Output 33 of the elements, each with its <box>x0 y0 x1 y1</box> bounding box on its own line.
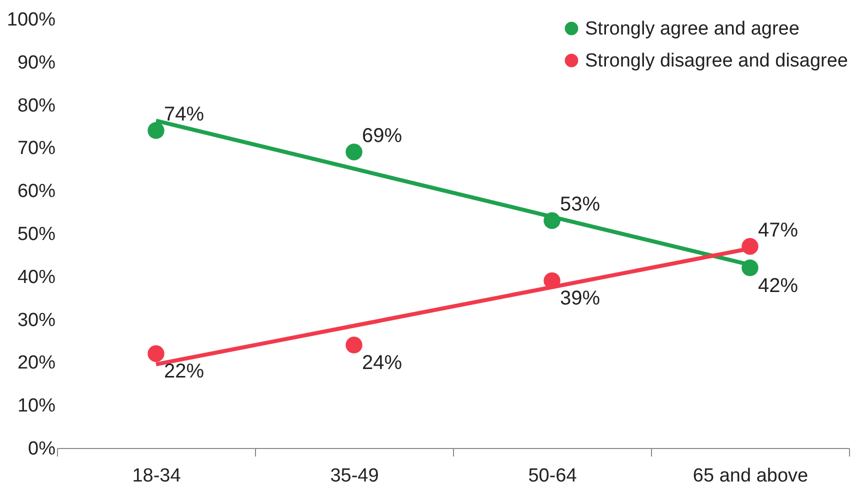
point <box>346 336 362 354</box>
x-tick-label: 50-64 <box>528 466 578 486</box>
data-label: 24% <box>362 352 402 374</box>
y-tick-label: 90% <box>17 52 56 74</box>
point <box>742 238 758 255</box>
point <box>544 212 560 229</box>
x-tick-label: 18-34 <box>132 466 182 486</box>
y-tick-label: 40% <box>17 266 56 288</box>
x-tick-label: 65 and above <box>692 466 808 486</box>
data-label: 39% <box>560 288 600 310</box>
data-label: 74% <box>164 104 204 126</box>
data-label: 42% <box>758 274 798 297</box>
legend-label: Strongly agree and agree <box>585 18 800 40</box>
data-label: 69% <box>362 124 402 147</box>
data-label: 22% <box>164 360 204 383</box>
point <box>346 144 362 160</box>
y-tick-label: 10% <box>17 396 56 417</box>
y-tick-label: 70% <box>17 138 56 160</box>
y-tick-label: 0% <box>28 438 56 460</box>
point <box>148 122 164 139</box>
x-tick-label: 35-49 <box>330 466 379 486</box>
point <box>148 345 164 362</box>
y-tick-label: 80% <box>17 95 56 116</box>
point <box>742 259 758 276</box>
y-tick-label: 30% <box>17 310 56 331</box>
point <box>544 272 560 290</box>
data-label: 53% <box>560 194 600 216</box>
y-tick-label: 50% <box>17 224 56 245</box>
data-label: 47% <box>758 219 798 242</box>
y-tick-label: 20% <box>17 352 56 374</box>
y-tick-label: 100% <box>6 10 56 30</box>
y-tick-label: 60% <box>17 181 56 202</box>
legend-label: Strongly disagree and disagree <box>585 50 848 72</box>
